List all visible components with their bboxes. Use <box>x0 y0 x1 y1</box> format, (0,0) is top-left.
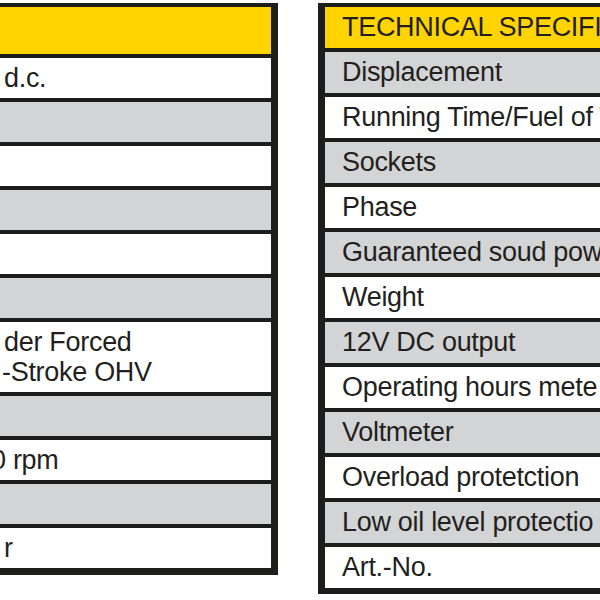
technical-specifications-table: TECHNICAL SPECIFICA DisplacementRunning … <box>318 3 600 594</box>
spec-label-row: Sockets <box>325 138 600 183</box>
technical-specifications-header: TECHNICAL SPECIFICA <box>325 7 600 48</box>
spec-sheet-page: d.c. der Forced-Stroke OHV 0 rpm r TECHNICA… <box>0 0 600 600</box>
right-table-rows: DisplacementRunning Time/Fuel of TSocket… <box>325 48 600 588</box>
left-table-rows: d.c. der Forced-Stroke OHV 0 rpm r <box>0 54 271 568</box>
spec-value-row: 0 rpm <box>0 436 271 480</box>
spec-value-row <box>0 230 271 274</box>
spec-label-row: Guaranteed soud pow <box>325 228 600 273</box>
left-values-table: d.c. der Forced-Stroke OHV 0 rpm r <box>0 3 278 575</box>
spec-label-row: Art.-No. <box>325 543 600 588</box>
spec-label-row: Weight <box>325 273 600 318</box>
spec-label-row: Phase <box>325 183 600 228</box>
spec-value-row <box>0 480 271 524</box>
spec-label-row: Voltmeter <box>325 408 600 453</box>
spec-value-row: r <box>0 524 271 568</box>
spec-label-row: Low oil level protectio <box>325 498 600 543</box>
spec-value-row: der Forced-Stroke OHV <box>0 318 271 392</box>
spec-value-line: der Forced <box>4 327 271 357</box>
spec-label-row: 12V DC output <box>325 318 600 363</box>
spec-value-row <box>0 274 271 318</box>
spec-label-row: Running Time/Fuel of T <box>325 93 600 138</box>
spec-value-line: -Stroke OHV <box>2 357 271 387</box>
spec-value-row: d.c. <box>0 54 271 98</box>
spec-value-row <box>0 142 271 186</box>
spec-value-row <box>0 392 271 436</box>
spec-label-row: Displacement <box>325 48 600 93</box>
spec-label-row: Overload protetction <box>325 453 600 498</box>
spec-label-row: Operating hours mete <box>325 363 600 408</box>
left-table-header <box>0 7 271 54</box>
spec-value-row <box>0 98 271 142</box>
technical-specifications-title: TECHNICAL SPECIFICA <box>342 12 600 42</box>
spec-value-row <box>0 186 271 230</box>
